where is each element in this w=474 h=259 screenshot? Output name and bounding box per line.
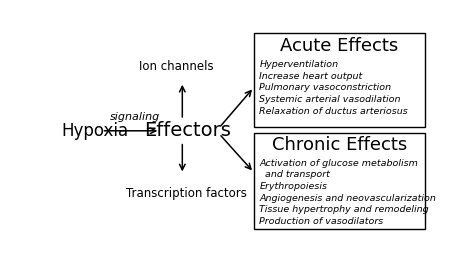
Text: Tissue hypertrophy and remodeling: Tissue hypertrophy and remodeling — [259, 205, 429, 214]
Text: Hypoxia: Hypoxia — [61, 122, 128, 140]
Text: Acute Effects: Acute Effects — [280, 37, 399, 55]
Text: Production of vasodilators: Production of vasodilators — [259, 217, 384, 226]
Text: signaling: signaling — [109, 112, 160, 123]
Text: Hyperventilation: Hyperventilation — [259, 60, 338, 69]
Text: Increase heart output: Increase heart output — [259, 72, 363, 81]
Text: Ion channels: Ion channels — [139, 60, 214, 73]
Text: Angiogenesis and neovascularization: Angiogenesis and neovascularization — [259, 193, 437, 203]
Text: Systemic arterial vasodilation: Systemic arterial vasodilation — [259, 95, 401, 104]
Text: Chronic Effects: Chronic Effects — [272, 136, 407, 154]
Text: Erythropoiesis: Erythropoiesis — [259, 182, 328, 191]
Text: Effectors: Effectors — [145, 121, 231, 140]
Text: and transport: and transport — [259, 170, 330, 179]
Text: Activation of glucose metabolism: Activation of glucose metabolism — [259, 159, 419, 168]
Text: Pulmonary vasoconstriction: Pulmonary vasoconstriction — [259, 83, 392, 92]
Text: Relaxation of ductus arteriosus: Relaxation of ductus arteriosus — [259, 106, 408, 116]
Text: Transcription factors: Transcription factors — [126, 187, 246, 200]
